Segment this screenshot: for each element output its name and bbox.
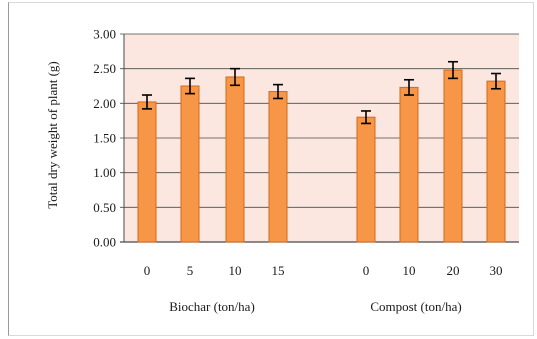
bar [399,86,419,243]
y-axis-title: Total dry weight of plant (g) [45,61,60,208]
x-tick-label: 0 [363,263,370,278]
group-label: Compost (ton/ha) [370,299,461,314]
bar [443,69,463,243]
error-bar [230,67,240,87]
bar [225,76,245,243]
x-tick-label: 0 [144,263,151,278]
y-tick-label: 3.00 [93,27,116,42]
x-tick-label: 15 [272,263,285,278]
group-label: Biochar (ton/ha) [169,299,255,314]
bar [486,80,506,243]
bar [356,116,376,243]
bar [137,101,157,243]
group-labels: Biochar (ton/ha) Compost (ton/ha) [169,299,461,314]
error-bar [361,110,371,125]
bar [180,85,200,243]
x-tick-labels: 0 5 10 15 0 10 20 30 [144,263,503,278]
y-tick-label: 1.00 [93,165,116,180]
error-bar [273,83,283,100]
error-bar [185,77,195,95]
error-bars [142,60,501,125]
error-bar [448,60,458,80]
chart-frame [8,2,534,336]
y-tick-label: 2.00 [93,96,116,111]
y-tick-labels: 0.00 0.50 1.00 1.50 2.00 2.50 3.00 [93,27,116,250]
bars [137,69,506,243]
x-tick-label: 30 [490,263,503,278]
error-bar [142,94,152,110]
x-tick-label: 10 [403,263,416,278]
x-tick-label: 5 [187,263,194,278]
y-tick-label: 0.00 [93,235,116,250]
y-tick-label: 2.50 [93,61,116,76]
error-bar [404,78,414,96]
y-tick-label: 0.50 [93,200,116,215]
bar [268,91,288,243]
x-tick-label: 20 [447,263,460,278]
x-tick-label: 10 [229,263,242,278]
error-bar [491,72,501,90]
y-tick-label: 1.50 [93,131,116,146]
